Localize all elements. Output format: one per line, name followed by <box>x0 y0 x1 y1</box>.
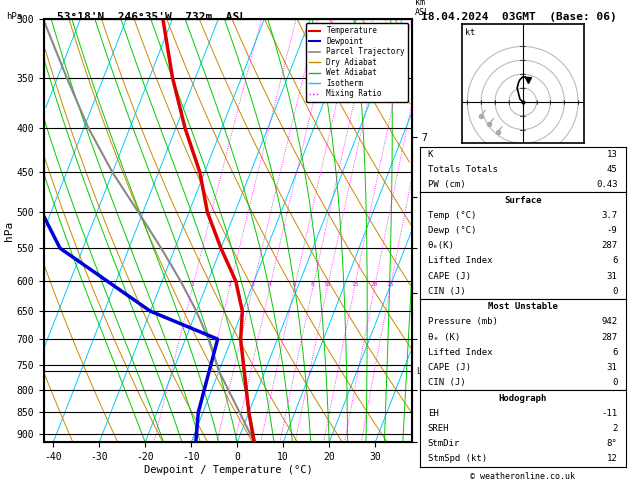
Text: -9: -9 <box>607 226 618 235</box>
Text: SREH: SREH <box>428 424 449 433</box>
Text: LCL: LCL <box>416 366 431 376</box>
Text: 0: 0 <box>612 287 618 296</box>
Text: StmDir: StmDir <box>428 439 460 448</box>
Text: 53°18'N  246°35'W  732m  ASL: 53°18'N 246°35'W 732m ASL <box>57 12 245 22</box>
Text: 2: 2 <box>612 424 618 433</box>
Text: 45: 45 <box>607 165 618 174</box>
Text: 942: 942 <box>601 317 618 327</box>
Text: 6: 6 <box>612 348 618 357</box>
Text: Hodograph: Hodograph <box>499 394 547 402</box>
Text: 20: 20 <box>370 282 378 287</box>
Text: PW (cm): PW (cm) <box>428 180 465 190</box>
Text: CAPE (J): CAPE (J) <box>428 272 470 281</box>
Text: 25: 25 <box>387 282 394 287</box>
Text: 6: 6 <box>293 282 296 287</box>
Y-axis label: hPa: hPa <box>4 221 14 241</box>
Text: Temp (°C): Temp (°C) <box>428 211 476 220</box>
Text: Surface: Surface <box>504 195 542 205</box>
Text: Most Unstable: Most Unstable <box>487 302 558 311</box>
Text: Totals Totals: Totals Totals <box>428 165 498 174</box>
Text: Lifted Index: Lifted Index <box>428 257 493 265</box>
Text: EH: EH <box>428 409 438 418</box>
X-axis label: Dewpoint / Temperature (°C): Dewpoint / Temperature (°C) <box>143 465 313 475</box>
Text: K: K <box>428 150 433 159</box>
Text: 1: 1 <box>191 282 194 287</box>
Text: 0: 0 <box>612 378 618 387</box>
Text: Dewp (°C): Dewp (°C) <box>428 226 476 235</box>
Text: hPa: hPa <box>6 12 23 21</box>
Text: Pressure (mb): Pressure (mb) <box>428 317 498 327</box>
Text: 8: 8 <box>311 282 314 287</box>
Text: 3.7: 3.7 <box>601 211 618 220</box>
Text: 287: 287 <box>601 241 618 250</box>
Text: 12: 12 <box>607 454 618 464</box>
Text: km
ASL: km ASL <box>415 0 430 17</box>
Text: θₑ (K): θₑ (K) <box>428 332 460 342</box>
Text: StmSpd (kt): StmSpd (kt) <box>428 454 487 464</box>
Text: θₑ(K): θₑ(K) <box>428 241 455 250</box>
Text: -11: -11 <box>601 409 618 418</box>
Text: CAPE (J): CAPE (J) <box>428 363 470 372</box>
Text: 31: 31 <box>607 363 618 372</box>
Text: 4: 4 <box>268 282 272 287</box>
Text: 10: 10 <box>324 282 331 287</box>
Text: 13: 13 <box>607 150 618 159</box>
Text: kt: kt <box>465 28 474 37</box>
Text: CIN (J): CIN (J) <box>428 378 465 387</box>
Text: 18.04.2024  03GMT  (Base: 06): 18.04.2024 03GMT (Base: 06) <box>421 12 617 22</box>
Text: 3: 3 <box>251 282 255 287</box>
Text: 2: 2 <box>228 282 231 287</box>
Text: CIN (J): CIN (J) <box>428 287 465 296</box>
Text: 287: 287 <box>601 332 618 342</box>
Text: Lifted Index: Lifted Index <box>428 348 493 357</box>
Text: 15: 15 <box>351 282 359 287</box>
Text: 31: 31 <box>607 272 618 281</box>
Legend: Temperature, Dewpoint, Parcel Trajectory, Dry Adiabat, Wet Adiabat, Isotherm, Mi: Temperature, Dewpoint, Parcel Trajectory… <box>306 23 408 102</box>
Text: 8°: 8° <box>607 439 618 448</box>
Text: 6: 6 <box>612 257 618 265</box>
Text: © weatheronline.co.uk: © weatheronline.co.uk <box>470 472 575 481</box>
Text: 0.43: 0.43 <box>596 180 618 190</box>
Y-axis label: Mixing Ratio (g/kg): Mixing Ratio (g/kg) <box>462 183 471 278</box>
